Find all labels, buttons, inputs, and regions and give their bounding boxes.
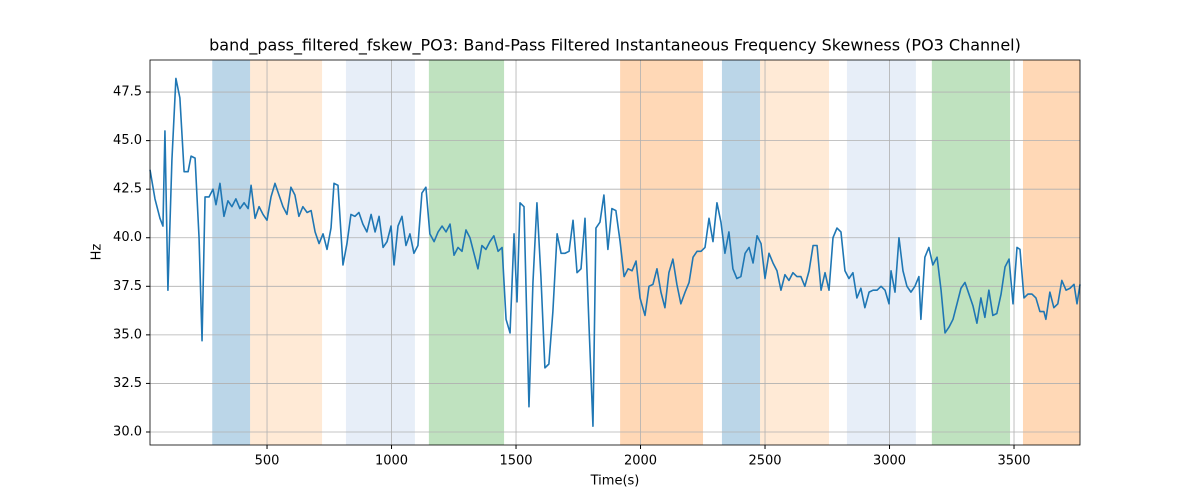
y-tick-label: 35.0 [113,327,142,342]
data-line [149,77,1081,427]
x-tick-label: 500 [255,454,280,469]
x-tick-label: 1500 [499,454,532,469]
chart-title: band_pass_filtered_fskew_PO3: Band-Pass … [209,36,1021,56]
y-tick-label: 40.0 [113,230,142,245]
y-tick-label: 37.5 [113,279,142,294]
x-tick-label: 2000 [624,454,657,469]
shaded-region [760,60,830,445]
x-axis-label: Time(s) [590,474,640,489]
x-tick-label: 3500 [997,454,1030,469]
y-axis-label: Hz [90,244,105,261]
shaded-region [212,60,251,445]
shaded-region [620,60,704,445]
y-tick-label: 42.5 [113,182,142,197]
x-tick-label: 2500 [748,454,781,469]
y-tick-label: 47.5 [113,85,142,100]
shaded-region [1022,60,1080,445]
x-tick-label: 3000 [873,454,906,469]
y-tick-label: 32.5 [113,376,142,391]
shaded-region [345,60,415,445]
y-tick-label: 30.0 [113,424,142,439]
shaded-region [931,60,1011,445]
shaded-region [428,60,505,445]
plot-frame [149,59,1081,446]
x-tick-label: 1000 [375,454,408,469]
shaded-region [846,60,916,445]
shaded-region [250,60,323,445]
y-tick-label: 45.0 [113,133,142,148]
shaded-region [721,60,761,445]
